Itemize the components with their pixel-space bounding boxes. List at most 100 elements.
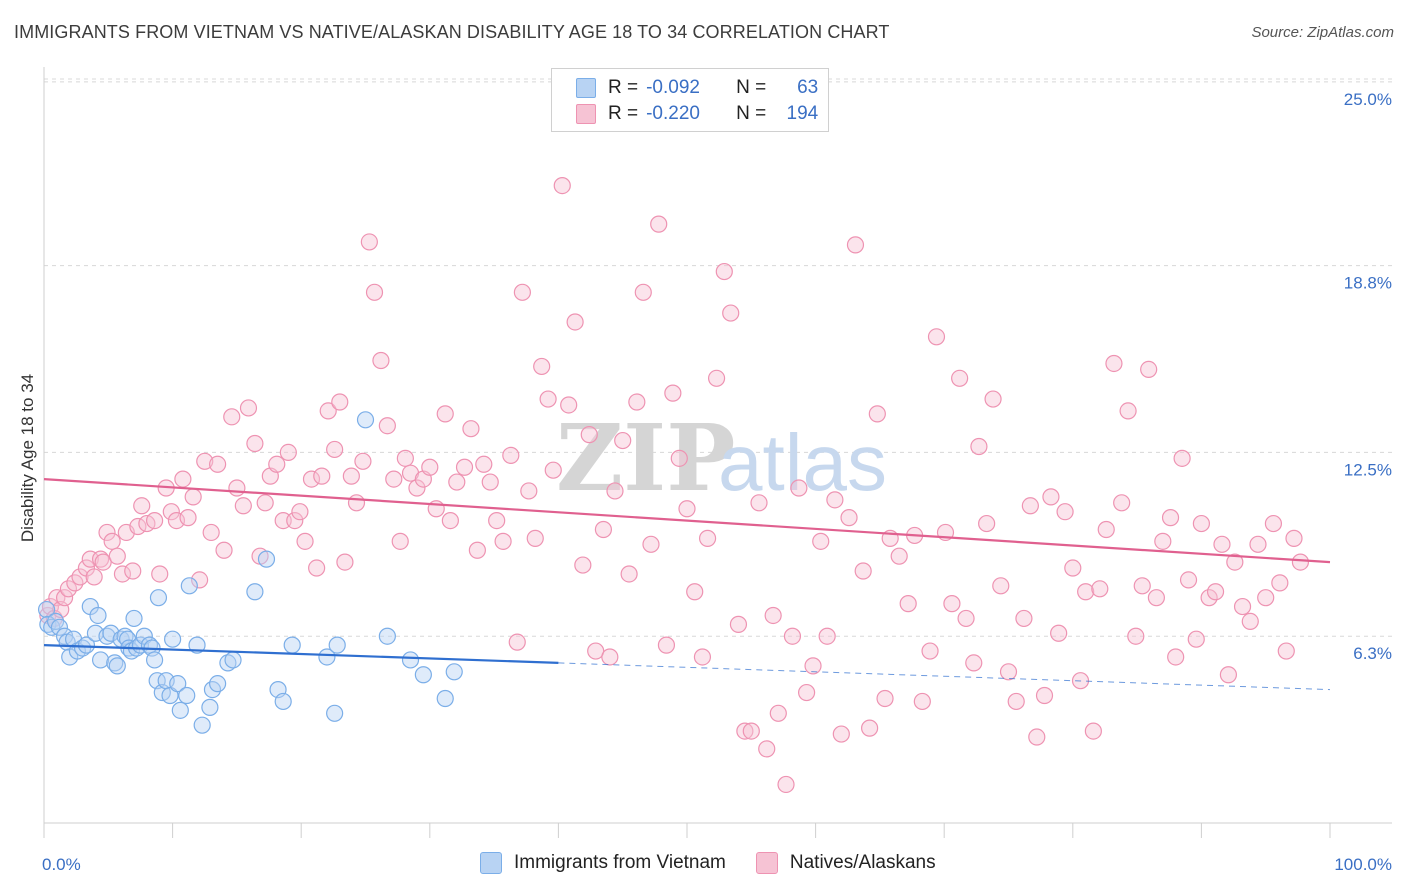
legend-row-natives: R = -0.220 N = 194 bbox=[576, 102, 818, 126]
data-point bbox=[693, 648, 712, 666]
data-point bbox=[445, 663, 463, 681]
data-point bbox=[326, 440, 344, 459]
data-point bbox=[1161, 509, 1180, 527]
data-point bbox=[223, 408, 241, 426]
data-point bbox=[219, 654, 237, 672]
data-point bbox=[508, 633, 526, 651]
data-point bbox=[37, 600, 56, 619]
legend-swatch-blue bbox=[576, 78, 596, 98]
data-point bbox=[1271, 574, 1289, 592]
data-point bbox=[133, 497, 151, 515]
data-point bbox=[606, 482, 624, 500]
data-point bbox=[77, 636, 96, 654]
trend-line-vietnam bbox=[43, 644, 559, 665]
data-point bbox=[91, 651, 110, 669]
data-point bbox=[161, 686, 179, 705]
data-point bbox=[1042, 488, 1060, 506]
data-point bbox=[191, 571, 209, 589]
data-point bbox=[560, 396, 578, 414]
data-point bbox=[102, 624, 120, 642]
data-point bbox=[984, 390, 1002, 408]
data-point bbox=[1213, 535, 1231, 553]
data-point bbox=[840, 509, 858, 527]
data-point bbox=[1147, 589, 1165, 607]
data-point bbox=[91, 550, 110, 568]
data-point bbox=[790, 479, 808, 497]
data-point bbox=[108, 547, 126, 565]
data-point bbox=[846, 236, 865, 254]
data-point bbox=[202, 523, 220, 542]
data-point bbox=[360, 233, 378, 251]
data-point bbox=[1206, 583, 1225, 601]
data-point bbox=[1077, 583, 1095, 601]
data-point bbox=[414, 666, 432, 684]
data-point bbox=[812, 532, 830, 550]
trend-lines bbox=[43, 477, 1331, 691]
data-point bbox=[494, 532, 512, 550]
data-point bbox=[628, 393, 646, 411]
data-point bbox=[678, 500, 696, 518]
data-point bbox=[462, 420, 480, 438]
x-axis bbox=[43, 822, 1392, 838]
data-point bbox=[286, 511, 304, 530]
data-point bbox=[85, 568, 103, 586]
data-point bbox=[319, 402, 337, 420]
data-point bbox=[1119, 402, 1137, 420]
data-point bbox=[171, 701, 189, 719]
data-point bbox=[396, 449, 414, 467]
legend-n-label: N = bbox=[736, 77, 767, 98]
data-point bbox=[108, 657, 126, 675]
data-point bbox=[98, 523, 116, 542]
data-point bbox=[1056, 503, 1074, 521]
data-point bbox=[957, 609, 975, 628]
data-point bbox=[818, 627, 836, 645]
data-point bbox=[861, 719, 879, 737]
data-point bbox=[448, 473, 466, 491]
data-point bbox=[1097, 520, 1115, 539]
data-point bbox=[999, 663, 1018, 681]
legend-swatch-blue bbox=[480, 852, 502, 874]
data-point bbox=[1064, 559, 1082, 577]
data-point bbox=[1187, 630, 1205, 648]
data-point bbox=[169, 675, 187, 693]
data-point bbox=[1133, 577, 1151, 595]
data-point bbox=[1035, 686, 1054, 705]
data-point bbox=[408, 479, 426, 497]
trend-line-natives bbox=[43, 477, 1331, 564]
y-tick-labels: 6.3% 12.5% 18.8% 25.0% bbox=[1344, 90, 1392, 663]
data-point bbox=[331, 393, 349, 411]
legend-item-natives[interactable]: Natives/Alaskans bbox=[755, 852, 936, 874]
data-point bbox=[868, 405, 886, 423]
y-tick-label: 25.0% bbox=[1344, 90, 1392, 109]
legend-item-vietnam[interactable]: Immigrants from Vietnam bbox=[480, 852, 726, 874]
data-point bbox=[698, 529, 717, 547]
data-point bbox=[1179, 571, 1198, 589]
data-point bbox=[283, 636, 301, 654]
data-point bbox=[1226, 553, 1244, 571]
data-point bbox=[642, 535, 660, 553]
data-point bbox=[1113, 494, 1131, 512]
data-point bbox=[1219, 666, 1238, 684]
data-point bbox=[481, 473, 499, 491]
data-point bbox=[1241, 612, 1259, 631]
data-point bbox=[520, 482, 538, 500]
data-point bbox=[502, 446, 520, 464]
data-point bbox=[1167, 648, 1185, 666]
data-point bbox=[279, 443, 297, 462]
data-point bbox=[722, 304, 740, 322]
data-point bbox=[436, 689, 454, 708]
data-point bbox=[296, 532, 314, 550]
data-point bbox=[193, 716, 211, 734]
data-point bbox=[196, 452, 214, 470]
legend-n-label: N = bbox=[736, 103, 767, 124]
data-point bbox=[951, 369, 969, 387]
data-point bbox=[124, 562, 142, 580]
data-point bbox=[657, 636, 676, 654]
data-point bbox=[391, 532, 409, 550]
legend-n-value: 63 bbox=[797, 77, 819, 98]
data-point bbox=[215, 541, 233, 559]
data-point bbox=[670, 449, 688, 467]
data-point bbox=[308, 559, 326, 577]
data-point bbox=[1291, 553, 1310, 571]
